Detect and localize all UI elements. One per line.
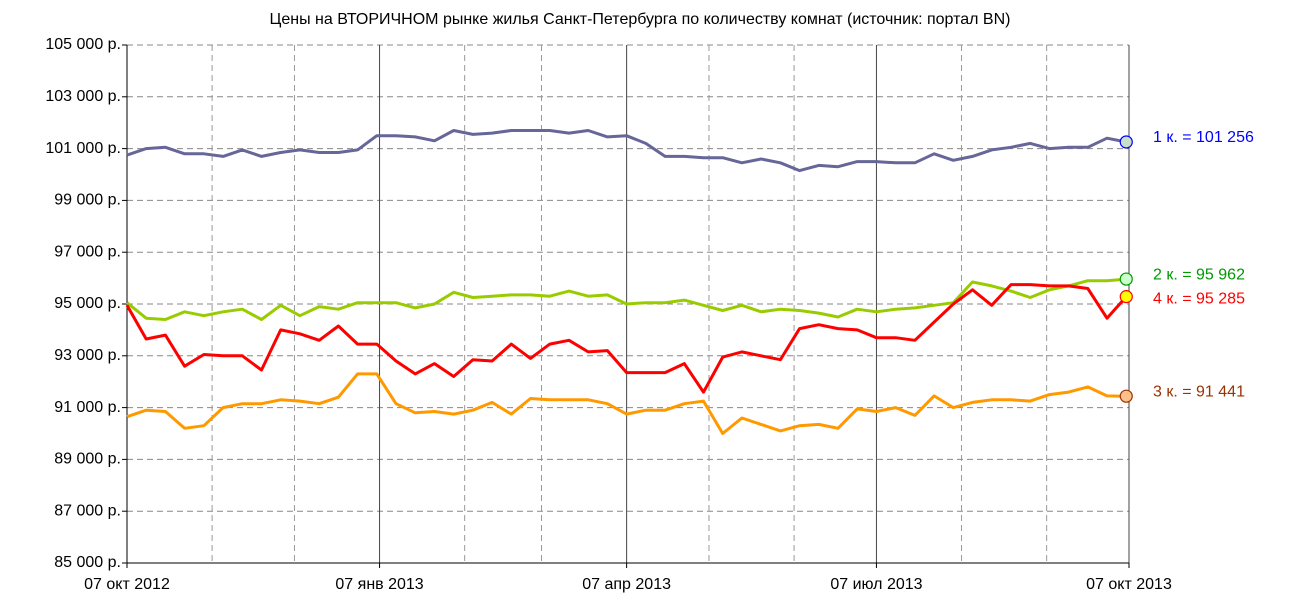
end-label: 4 к. = 95 285 [1153,290,1245,307]
chart-title: Цены на ВТОРИЧНОМ рынке жилья Санкт-Пете… [270,11,1011,28]
end-marker [1119,135,1133,149]
x-tick-label: 07 окт 2012 [84,576,170,593]
end-label: 3 к. = 91 441 [1153,383,1245,400]
y-tick-label: 105 000 р. [45,36,121,53]
x-tick-label: 07 апр 2013 [582,576,671,593]
y-tick-label: 99 000 р. [54,192,121,209]
end-marker [1119,272,1133,286]
end-label: 1 к. = 101 256 [1153,129,1254,146]
y-tick-label: 85 000 р. [54,554,121,571]
end-marker [1119,389,1133,403]
x-tick-label: 07 янв 2013 [335,576,423,593]
y-tick-label: 101 000 р. [45,140,121,157]
y-tick-label: 97 000 р. [54,243,121,260]
y-tick-label: 95 000 р. [54,295,121,312]
x-tick-label: 07 июл 2013 [830,576,922,593]
y-tick-label: 89 000 р. [54,451,121,468]
series-line [126,372,1127,435]
y-tick-label: 93 000 р. [54,347,121,364]
series-line [126,277,1127,321]
y-tick-label: 91 000 р. [54,399,121,416]
series-line [125,283,1128,394]
x-tick-label: 07 окт 2013 [1086,576,1172,593]
y-tick-label: 103 000 р. [45,88,121,105]
series-line [126,129,1127,173]
y-tick-label: 87 000 р. [54,502,121,519]
end-label: 2 к. = 95 962 [1153,266,1245,283]
end-marker [1119,290,1133,304]
